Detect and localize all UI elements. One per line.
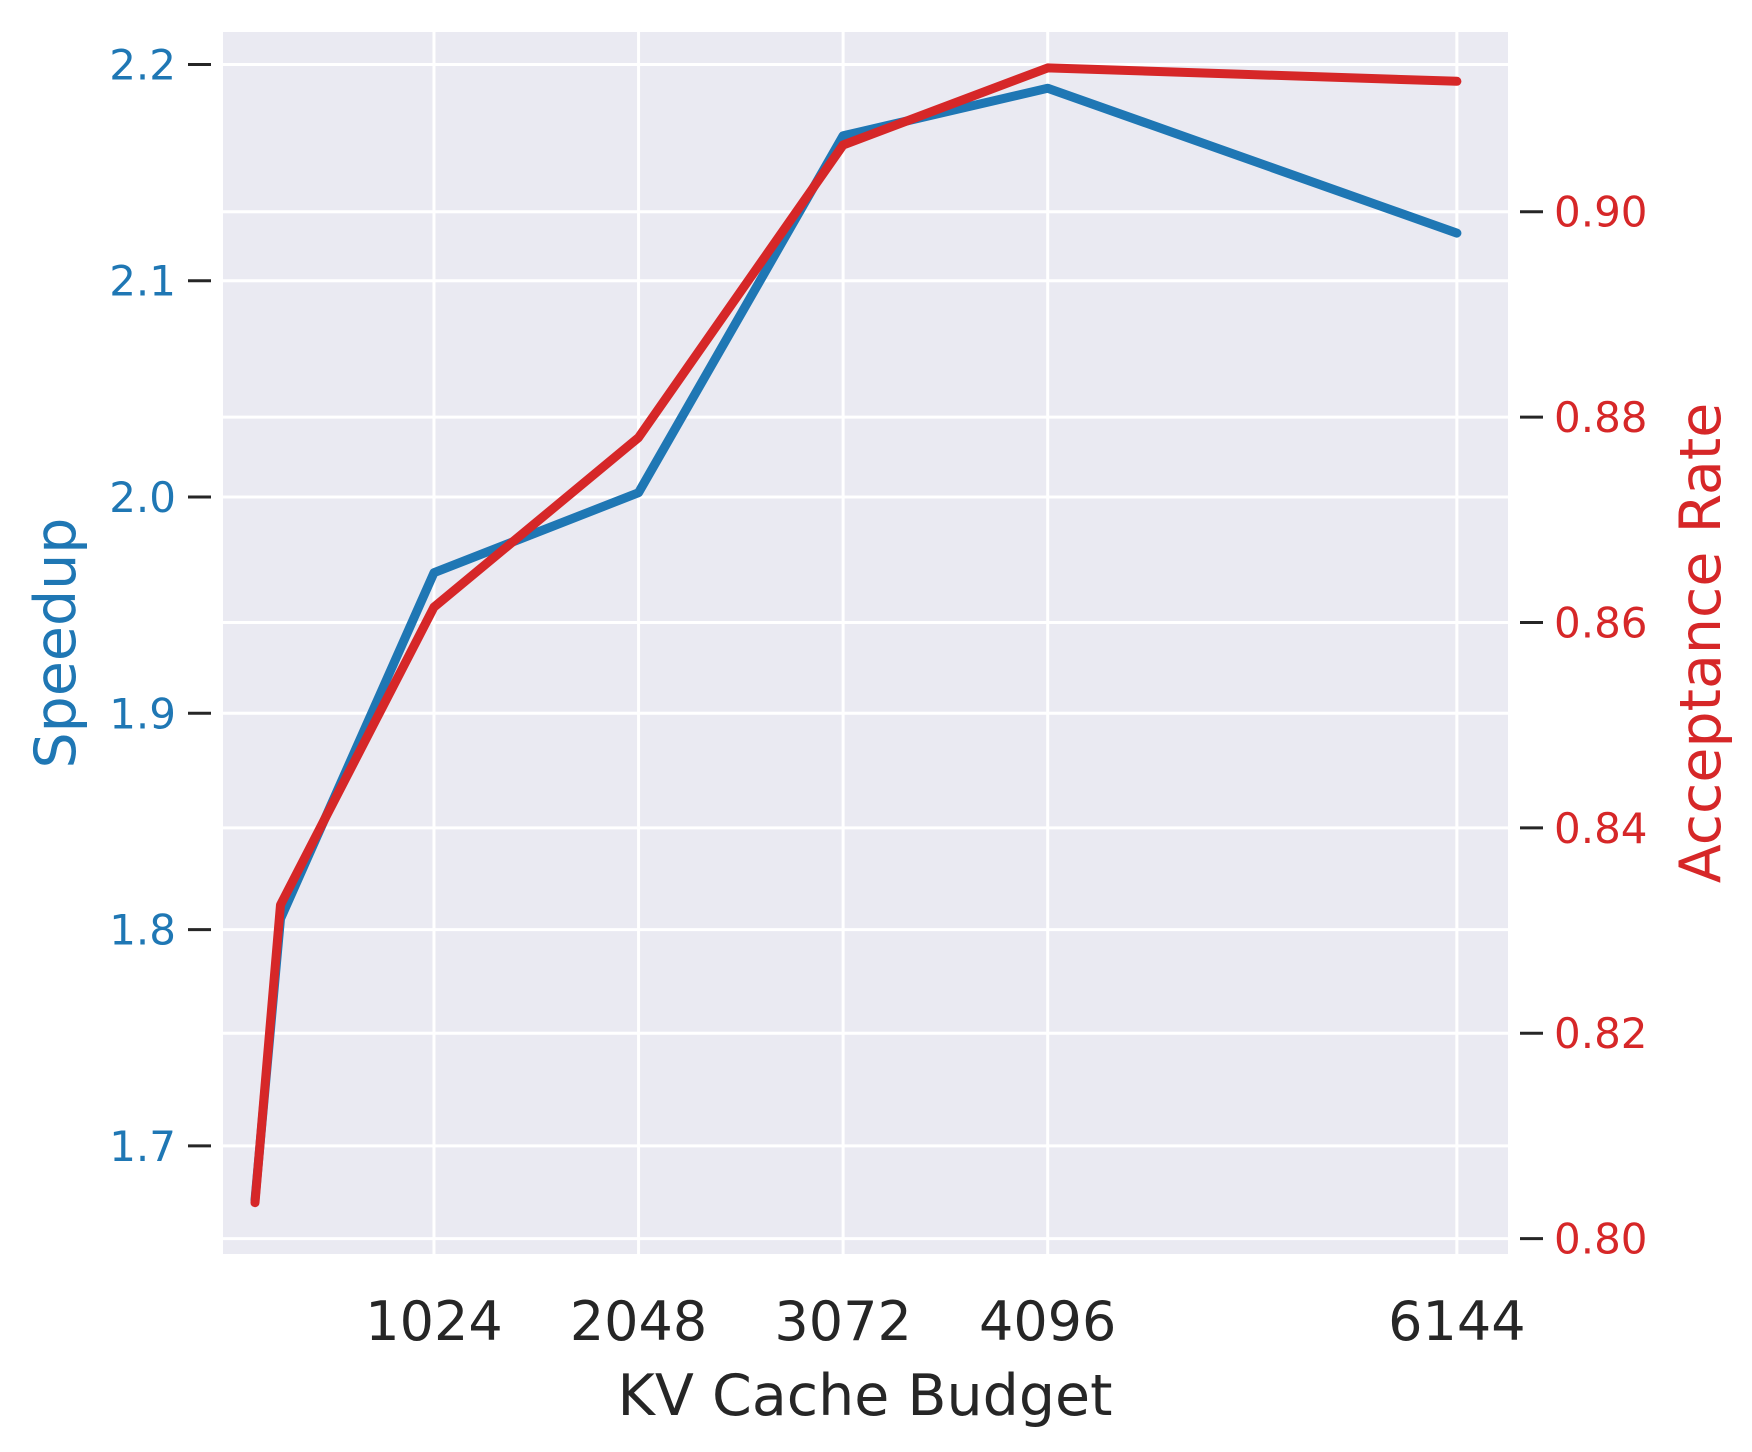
right-y-axis-label: Acceptance Rate <box>1668 403 1734 884</box>
right-y-tick-label: 0.90 <box>1554 188 1648 237</box>
left-y-tick-label: 2.2 <box>109 40 176 89</box>
right-y-tick-label: 0.82 <box>1554 1009 1648 1058</box>
left-y-tick-label: 1.9 <box>109 689 176 738</box>
plot-background <box>223 32 1508 1254</box>
x-tick-label: 2048 <box>570 1290 707 1353</box>
x-tick-label: 1024 <box>365 1290 502 1353</box>
left-y-axis: 1.7 1.8 1.9 2.0 2.1 2.2 <box>109 40 211 1171</box>
acceptance-rate-series-line <box>250 63 1462 1208</box>
right-y-tick-label: 0.84 <box>1554 804 1648 853</box>
x-axis: 1024 2048 3072 4096 6144 <box>365 1290 1525 1353</box>
left-y-tick-label: 2.1 <box>109 257 176 306</box>
x-tick-label: 3072 <box>774 1290 911 1353</box>
right-y-axis: 0.80 0.82 0.84 0.86 0.88 0.90 <box>1520 188 1648 1264</box>
series-lines <box>250 63 1462 1208</box>
grid-lines <box>223 32 1508 1254</box>
left-y-tick-label: 2.0 <box>109 473 176 522</box>
x-tick-label: 6144 <box>1388 1290 1525 1353</box>
x-tick-label: 4096 <box>979 1290 1116 1353</box>
right-y-tick-label: 0.88 <box>1554 393 1648 442</box>
right-y-tick-label: 0.80 <box>1554 1215 1648 1264</box>
left-y-axis-label: Speedup <box>23 518 89 769</box>
x-axis-label: KV Cache Budget <box>618 1363 1113 1429</box>
right-y-tick-label: 0.86 <box>1554 598 1648 647</box>
left-y-tick-label: 1.8 <box>109 906 176 955</box>
left-y-tick-label: 1.7 <box>109 1122 176 1171</box>
